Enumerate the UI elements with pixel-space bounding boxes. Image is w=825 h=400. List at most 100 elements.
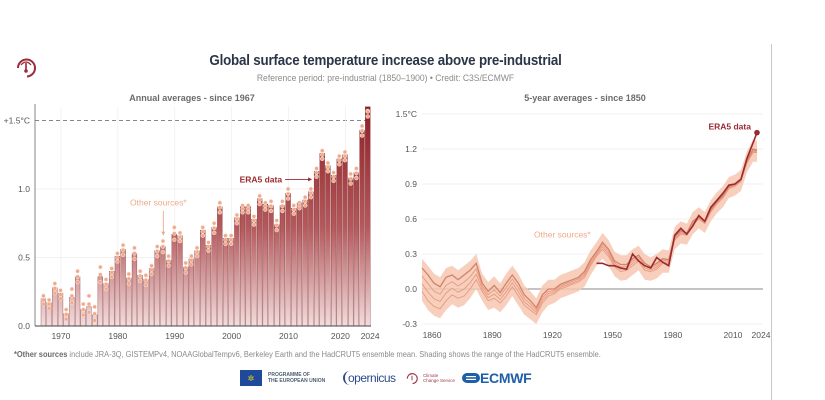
other-source-dot xyxy=(75,279,80,285)
other-source-dot xyxy=(200,233,205,238)
x-tick-label: 1950 xyxy=(603,330,622,340)
other-source-dot xyxy=(331,170,336,175)
other-source-dot xyxy=(194,249,200,255)
chart-title: Annual averages - since 1967 xyxy=(129,93,255,103)
other-source-dot xyxy=(46,305,52,311)
other-source-dot xyxy=(81,301,86,307)
other-source-dot xyxy=(337,162,342,167)
x-tick-label: 2000 xyxy=(222,331,241,341)
other-source-dot xyxy=(120,252,126,257)
other-source-line xyxy=(421,150,758,314)
era5-bar xyxy=(274,224,280,327)
era5-bar xyxy=(80,309,86,327)
other-source-dot xyxy=(229,241,234,247)
other-source-dot xyxy=(109,274,114,279)
other-source-dot xyxy=(314,174,319,179)
other-source-dot xyxy=(337,158,342,163)
other-source-dot xyxy=(348,171,353,177)
other-source-dot xyxy=(149,267,154,273)
other-source-dot xyxy=(280,203,285,209)
other-source-dot xyxy=(41,297,46,303)
other-source-dot xyxy=(308,186,314,192)
annual-averages-chart: Annual averages - since 1967 0.0 0.5 1.0 +1.… xyxy=(4,93,380,341)
y-tick-label: 1.2 xyxy=(405,144,417,154)
footnote-text: include JRA-3Q, GISTEMPv4, NOAAGlobalTem… xyxy=(67,350,601,359)
other-source-dot xyxy=(325,164,331,170)
copernicus-logo: opernicus xyxy=(343,369,396,387)
era5-bar xyxy=(171,234,177,327)
c3s-logo: Climate Change Service xyxy=(405,369,455,387)
footnote: *Other sources include JRA-3Q, GISTEMPv4… xyxy=(14,350,601,359)
other-source-dot xyxy=(126,281,131,286)
other-source-dot xyxy=(103,277,109,282)
other-source-dot xyxy=(183,270,188,275)
other-source-dot xyxy=(280,199,285,204)
other-source-dot xyxy=(160,249,166,255)
eu-line1: PROGRAMME OF xyxy=(268,372,310,378)
x-tick-label: 2020 xyxy=(331,331,350,341)
other-sources-annotation: Other sources* xyxy=(534,230,591,240)
other-source-dot xyxy=(46,301,52,307)
other-source-dot xyxy=(217,210,223,215)
other-source-dot xyxy=(172,225,177,230)
other-source-dot xyxy=(41,301,46,307)
other-source-dot xyxy=(274,223,279,228)
other-source-dot xyxy=(211,230,217,236)
x-tick-label: 1980 xyxy=(108,331,127,341)
era5-bar xyxy=(217,206,223,327)
other-source-dot xyxy=(143,282,149,288)
other-source-dot xyxy=(229,233,234,238)
y-tick-label: 1.0 xyxy=(18,184,30,194)
era5-bar xyxy=(291,208,297,327)
other-source-dot xyxy=(325,160,331,166)
other-source-dot xyxy=(251,222,257,227)
x-tick-label: 2010 xyxy=(279,331,298,341)
other-source-dot xyxy=(132,256,137,262)
other-source-dot xyxy=(183,265,188,270)
other-source-dot xyxy=(325,168,331,174)
x-tick-label: 1990 xyxy=(165,331,184,341)
other-source-dot xyxy=(177,230,183,236)
other-source-dot xyxy=(189,262,194,267)
other-source-dot xyxy=(234,212,240,218)
era5-bar xyxy=(188,258,194,327)
era5-arrowhead xyxy=(308,177,313,182)
other-source-dot xyxy=(365,114,370,119)
thermometer-circle-icon xyxy=(14,55,38,79)
era5-bar xyxy=(245,206,251,327)
y-tick-label: 0.9 xyxy=(405,179,417,189)
other-source-dot xyxy=(52,290,58,296)
era5-bar xyxy=(222,238,229,327)
x-tick-label: 2024 xyxy=(361,331,380,341)
era5-bar xyxy=(313,171,320,327)
other-source-dot xyxy=(189,258,194,263)
other-source-dot xyxy=(217,205,223,210)
era5-bar xyxy=(308,191,314,327)
era5-bar xyxy=(148,268,155,327)
era5-annotation: ERA5 data xyxy=(240,174,283,184)
other-source-dot xyxy=(160,244,166,249)
other-source-dot xyxy=(126,271,131,277)
other-source-dot xyxy=(206,248,211,253)
other-source-dot xyxy=(177,238,183,244)
eu-logo: ✲ PROGRAMME OF THE EUROPEAN UNION xyxy=(240,369,325,387)
other-source-dot xyxy=(81,307,86,312)
era5-bar xyxy=(194,250,200,327)
era5-bar xyxy=(114,255,121,327)
other-source-dot xyxy=(302,203,308,208)
other-source-dot xyxy=(137,269,143,274)
other-source-dot xyxy=(103,282,109,287)
other-source-dot xyxy=(58,296,63,301)
other-source-dot xyxy=(263,207,268,212)
other-source-dot xyxy=(64,312,69,317)
c3s-line1: Climate xyxy=(423,373,439,378)
y-tick-label: 0.6 xyxy=(405,214,417,224)
other-source-dot xyxy=(166,258,171,264)
other-source-dot xyxy=(274,227,279,233)
era5-bar xyxy=(120,249,126,327)
other-source-dot xyxy=(342,153,348,159)
other-sources-arrowhead xyxy=(161,231,166,236)
y-tick-label: 0.0 xyxy=(405,284,417,294)
era5-bar xyxy=(331,175,337,327)
other-source-dot xyxy=(285,186,291,192)
